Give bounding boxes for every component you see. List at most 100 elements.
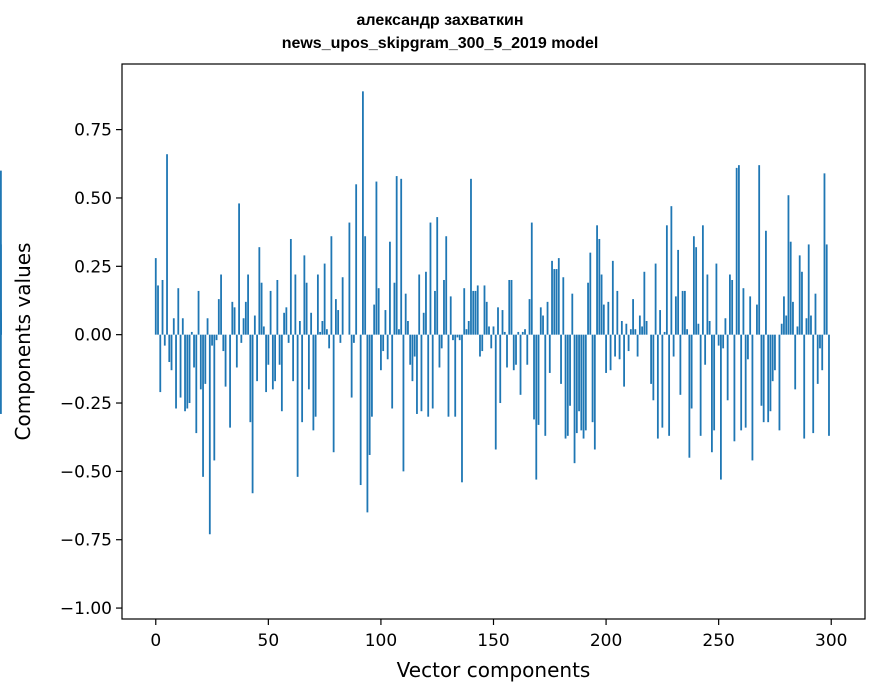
- bar: [466, 329, 468, 334]
- bar: [785, 316, 787, 335]
- bar: [596, 225, 598, 334]
- bar: [207, 318, 209, 334]
- bar: [679, 335, 681, 395]
- plot-area: [122, 64, 865, 619]
- bar: [623, 335, 625, 387]
- bar: [511, 280, 513, 335]
- bar: [587, 283, 589, 335]
- bar: [297, 335, 299, 477]
- bar: [652, 335, 654, 401]
- bar: [799, 255, 801, 334]
- y-tick-label: −0.25: [60, 394, 112, 414]
- x-tick-label: 250: [702, 631, 734, 651]
- bar: [430, 223, 432, 335]
- bar: [177, 288, 179, 334]
- bar: [285, 307, 287, 334]
- bar: [256, 335, 258, 381]
- bar: [720, 335, 722, 480]
- bar: [168, 335, 170, 362]
- bar: [673, 335, 675, 357]
- bar: [639, 316, 641, 335]
- bar: [369, 335, 371, 455]
- bar: [758, 165, 760, 335]
- x-tick-label: 150: [477, 631, 509, 651]
- bar: [727, 335, 729, 401]
- bar: [729, 275, 731, 335]
- bar: [589, 253, 591, 335]
- bar: [650, 335, 652, 384]
- bar: [718, 335, 720, 346]
- chart-title-line2: news_upos_skipgram_300_5_2019 model: [0, 35, 880, 53]
- bar: [576, 335, 578, 433]
- bar: [821, 335, 823, 371]
- bar: [423, 313, 425, 335]
- bar: [166, 154, 168, 334]
- x-tick-label: 50: [258, 631, 280, 651]
- bar: [817, 335, 819, 384]
- bar: [353, 335, 355, 343]
- bar: [675, 296, 677, 334]
- bar: [556, 269, 558, 335]
- bar: [448, 335, 450, 417]
- bar: [303, 255, 305, 334]
- bar: [319, 332, 321, 335]
- bar: [547, 302, 549, 335]
- bar: [292, 335, 294, 381]
- bar: [270, 291, 272, 335]
- bar: [362, 91, 364, 334]
- bar: [661, 335, 663, 428]
- bar: [538, 335, 540, 425]
- bar: [351, 335, 353, 398]
- bar: [382, 335, 384, 351]
- bar: [263, 326, 265, 334]
- bar: [222, 335, 224, 351]
- bar: [427, 335, 429, 417]
- bar: [520, 335, 522, 395]
- bar: [709, 321, 711, 335]
- bar: [493, 326, 495, 334]
- bar: [542, 316, 544, 335]
- bar: [454, 335, 456, 417]
- bar: [578, 335, 580, 412]
- bar: [625, 324, 627, 335]
- bar: [218, 299, 220, 335]
- bar: [506, 335, 508, 368]
- bar: [612, 261, 614, 335]
- bar: [159, 335, 161, 392]
- bar: [601, 275, 603, 335]
- y-tick-label: 0.75: [74, 121, 112, 141]
- x-tick-label: 100: [365, 631, 397, 651]
- bar: [164, 335, 166, 346]
- bar: [265, 335, 267, 392]
- bar: [443, 280, 445, 335]
- bar: [819, 335, 821, 349]
- bar: [774, 335, 776, 371]
- y-axis-label: Components values: [11, 243, 35, 441]
- bar: [403, 335, 405, 472]
- x-tick-label: 200: [590, 631, 622, 651]
- bar: [682, 291, 684, 335]
- bar: [317, 275, 319, 335]
- bar: [484, 285, 486, 334]
- bar: [243, 318, 245, 334]
- bar: [666, 225, 668, 334]
- bar: [646, 321, 648, 335]
- bar: [475, 291, 477, 335]
- bar: [619, 335, 621, 360]
- bar: [441, 335, 443, 349]
- x-axis-label: Vector components: [397, 658, 591, 682]
- bar: [310, 313, 312, 335]
- bar: [797, 326, 799, 334]
- bar: [198, 291, 200, 335]
- bar: [387, 335, 389, 360]
- bar: [337, 310, 339, 335]
- bar: [549, 335, 551, 373]
- bar: [488, 326, 490, 334]
- bar: [290, 239, 292, 335]
- bar: [495, 335, 497, 450]
- bar: [405, 294, 407, 335]
- bar: [418, 275, 420, 335]
- bar: [716, 264, 718, 335]
- bar: [643, 272, 645, 335]
